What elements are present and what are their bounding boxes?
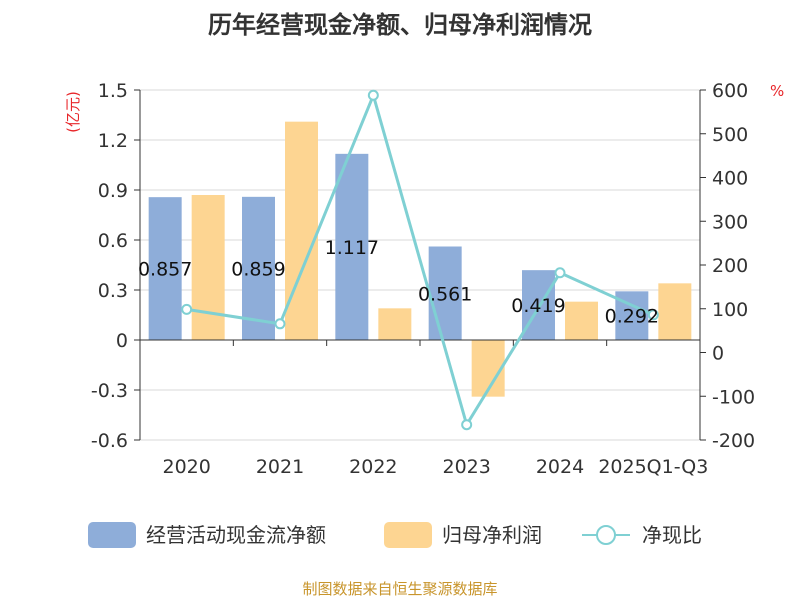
left-axis-tick-label: 1.2 [98, 130, 128, 152]
cashflow-data-label: 0.419 [511, 295, 565, 317]
right-axis-tick-label: 0 [712, 343, 724, 365]
left-axis-tick-label: -0.6 [91, 430, 128, 452]
ratio-point [181, 303, 193, 315]
legend-swatch [88, 522, 136, 548]
legend-marker [596, 525, 616, 545]
cashflow-bar [242, 196, 275, 340]
data-labels: 0.857 0.859 1.117 0.561 0.419 0.292 [138, 237, 659, 328]
ratio-point [367, 89, 379, 101]
left-axis-tick-label: 0.9 [98, 180, 128, 202]
category-label: 2021 [256, 456, 304, 478]
right-axis-tick-label: 100 [712, 299, 748, 321]
net-profit-bar [191, 195, 225, 340]
right-axis-tick-label: 300 [712, 211, 748, 233]
category-label: 2020 [162, 456, 210, 478]
cashflow-bar [335, 153, 369, 340]
right-axis-tick-label: 400 [712, 168, 748, 190]
right-axis-tick-label: -100 [712, 386, 755, 408]
cashflow-bar [148, 197, 182, 340]
left-axis-tick-label: 0.3 [98, 280, 128, 302]
cashflow-data-label: 0.859 [231, 258, 285, 280]
ratio-line [181, 89, 659, 431]
cashflow-bar [428, 246, 462, 340]
left-axis-tick-label: 0 [116, 330, 128, 352]
left-axis-tick-label: -0.3 [91, 380, 128, 402]
cashflow-data-label: 1.117 [325, 237, 379, 259]
axes: -0.6 -0.3 0 0.3 0.6 0.9 1.2 1.5 -200 -100 0 100 200 3… [91, 80, 755, 478]
category-label: 2022 [349, 456, 397, 478]
net-profit-bar [565, 301, 598, 340]
legend-swatch [384, 522, 432, 548]
net-profit-bar [658, 283, 692, 340]
net-profit-bar [285, 121, 318, 341]
cashflow-data-label: 0.292 [605, 306, 659, 328]
category-label: 2025Q1-Q3 [598, 456, 708, 478]
chart-title: 历年经营现金净额、归母净利润情况 [208, 11, 592, 39]
right-axis-tick-label: 600 [712, 80, 748, 102]
net-profit-bar [378, 308, 412, 340]
category-label: 2023 [442, 456, 490, 478]
legend-label: 归母净利润 [442, 523, 542, 547]
right-axis-tick-label: 200 [712, 255, 748, 277]
ratio-point [461, 419, 473, 431]
legend: 经营活动现金流净额 归母净利润 净现比 [88, 522, 702, 548]
cashflow-data-label: 0.857 [138, 259, 192, 281]
right-axis-tick-label: 500 [712, 124, 748, 146]
left-axis-tick-label: 1.5 [98, 80, 128, 102]
cashflow-data-label: 0.561 [418, 283, 472, 305]
category-label: 2024 [536, 456, 584, 478]
left-axis-unit: (亿元) [64, 91, 82, 133]
ratio-line-path [186, 90, 654, 429]
right-axis-tick-label: -200 [712, 430, 755, 452]
ratio-point [554, 267, 566, 279]
right-axis-unit: % [770, 82, 784, 100]
legend-label: 经营活动现金流净额 [146, 523, 326, 547]
left-axis-tick-label: 0.6 [98, 230, 128, 252]
ratio-point [647, 309, 659, 321]
source-note: 制图数据来自恒生聚源数据库 [302, 580, 497, 598]
legend-label: 净现比 [642, 523, 702, 547]
ratio-point [274, 318, 286, 330]
